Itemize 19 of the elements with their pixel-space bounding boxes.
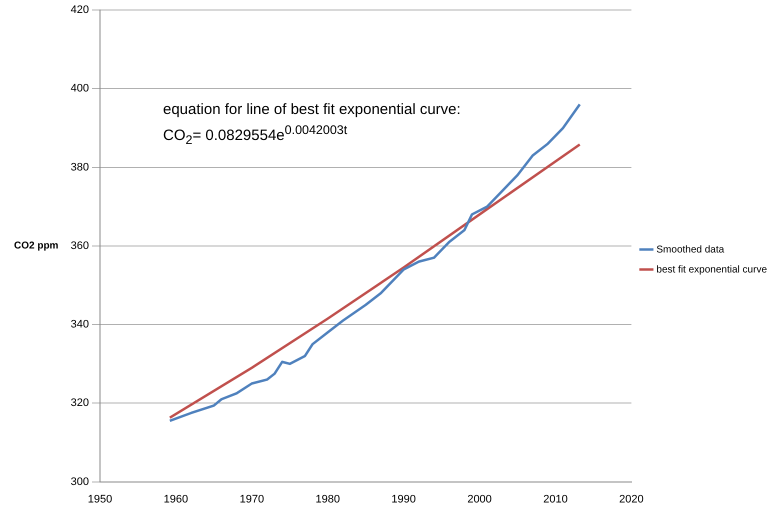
- x-tick-label: 1960: [164, 493, 188, 506]
- x-tick-label: 2020: [619, 493, 644, 506]
- annotation: equation for line of best fit exponential curve: CO$_{2}$= 0.0829554e$^{0.0042003t}$: [163, 100, 461, 149]
- x-tick-label: 1950: [88, 493, 112, 506]
- x-tick-label: 1980: [315, 493, 340, 506]
- y-tick-label: 420: [70, 4, 89, 16]
- y-tick-label: 380: [70, 161, 89, 174]
- x-tick-label: 1990: [391, 493, 416, 506]
- y-tick-label: 360: [70, 240, 89, 252]
- y-tick-label: 320: [70, 397, 89, 410]
- x-tick-label: 2000: [467, 493, 492, 506]
- y-axis-title: CO2 ppm: [14, 240, 59, 252]
- x-tick-label: 2010: [543, 493, 568, 506]
- x-tick-label: 1970: [240, 493, 264, 506]
- legend-label: best fit exponential curve: [656, 264, 768, 276]
- y-tick-label: 400: [70, 82, 89, 95]
- y-tick-label: 340: [70, 318, 89, 331]
- legend-label: Smoothed data: [656, 244, 725, 256]
- y-tick-label: 300: [70, 476, 89, 488]
